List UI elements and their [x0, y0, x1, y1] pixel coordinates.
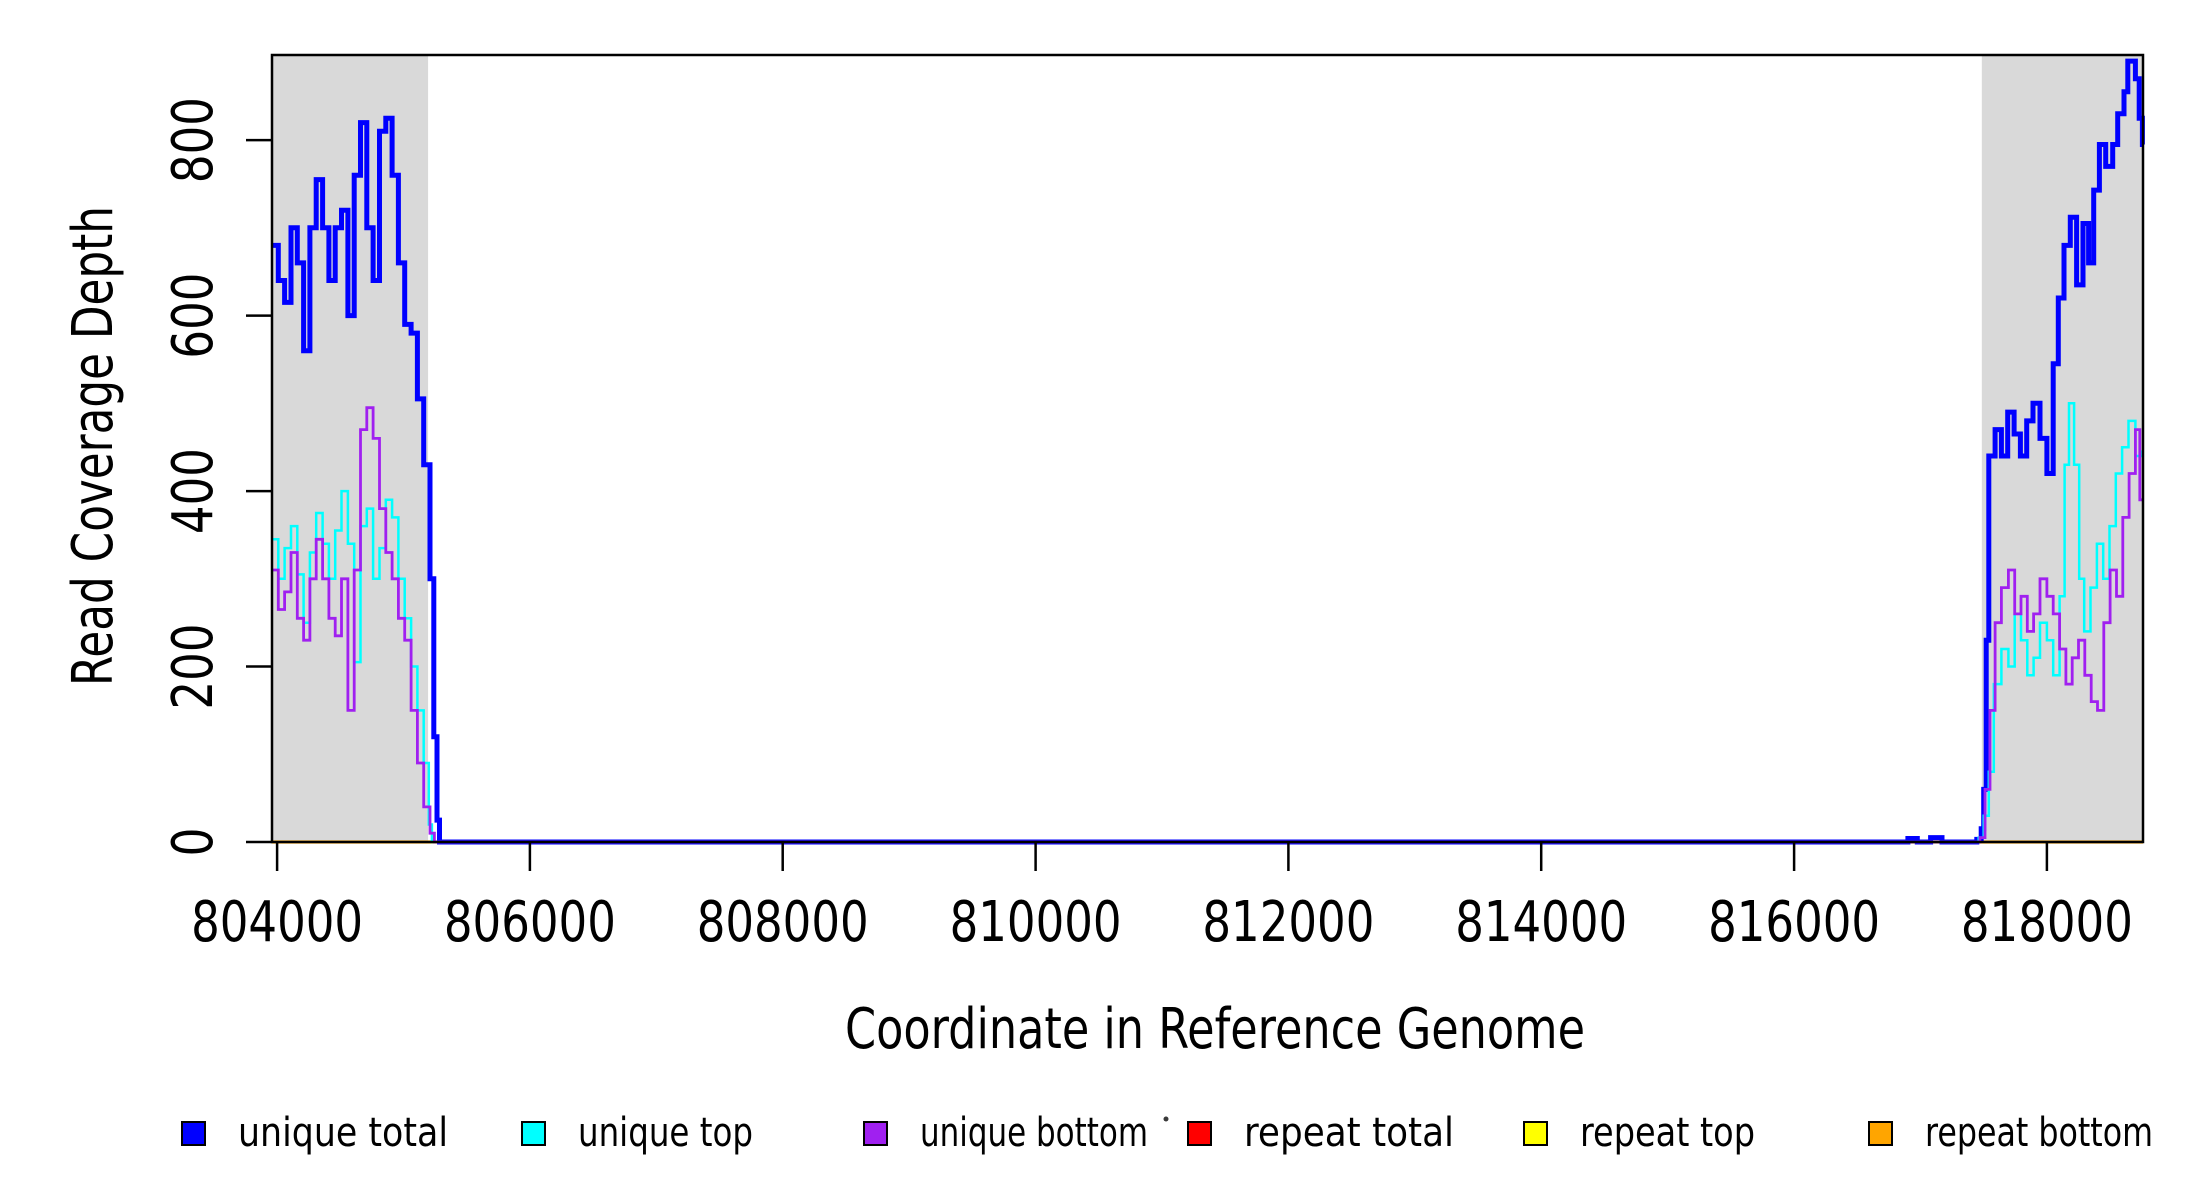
axes-layer: 804000 806000 808000 810000 812000 814000 8160… [161, 53, 2145, 955]
x-tick-label: 804000 [191, 890, 363, 955]
legend-label: repeat bottom [1925, 1110, 2153, 1156]
legend-item-unique-bottom: unique bottom [863, 1110, 1148, 1156]
y-tick-label: 600 [161, 273, 226, 359]
x-tick-label: 806000 [444, 890, 616, 955]
legend-key-repeat-bottom-swatch [1868, 1121, 1893, 1146]
x-tick-label: 812000 [1202, 890, 1374, 955]
legend-label: unique total [238, 1110, 448, 1156]
series-layer [272, 58, 2145, 845]
x-tick-label: 810000 [950, 890, 1122, 955]
legend-label: unique bottom [920, 1110, 1148, 1156]
legend-key-repeat-total-swatch [1187, 1121, 1212, 1146]
shaded-regions-layer [272, 55, 2143, 842]
legend-item-repeat-bottom: repeat bottom [1868, 1110, 2153, 1156]
x-tick-label: 814000 [1455, 890, 1627, 955]
y-axis-title: Read Coverage Depth [61, 206, 126, 686]
y-tick-label: 800 [161, 97, 226, 183]
plot-frame [270, 53, 2145, 844]
legend-item-unique-total: unique total [181, 1110, 448, 1156]
legend-label: repeat total [1244, 1110, 1454, 1156]
x-tick-label: 818000 [1961, 890, 2133, 955]
y-tick-label: 200 [161, 624, 226, 710]
series-unique-bottom [272, 406, 2143, 844]
x-tick-label: 808000 [697, 890, 869, 955]
legend-key-unique-bottom-swatch [863, 1121, 888, 1146]
legend-label: repeat top [1580, 1110, 1755, 1156]
y-tick-label: 0 [161, 828, 226, 857]
series-unique-top [272, 402, 2144, 844]
stray-dot-artifact [1163, 1116, 1169, 1122]
legend-key-unique-total-swatch [181, 1121, 206, 1146]
legend-label: unique top [578, 1110, 753, 1156]
legend: unique total unique top unique bottom repea… [181, 1110, 2153, 1156]
y-tick-label: 400 [161, 448, 226, 534]
shaded-region [272, 55, 429, 842]
x-axis-title: Coordinate in Reference Genome [845, 997, 1585, 1062]
legend-item-unique-top: unique top [521, 1110, 753, 1156]
legend-key-unique-top-swatch [521, 1121, 546, 1146]
series-unique-total [272, 58, 2145, 845]
legend-item-repeat-top: repeat top [1523, 1110, 1755, 1156]
legend-key-repeat-top-swatch [1523, 1121, 1548, 1146]
legend-item-repeat-total: repeat total [1187, 1110, 1454, 1156]
x-tick-label: 816000 [1708, 890, 1880, 955]
